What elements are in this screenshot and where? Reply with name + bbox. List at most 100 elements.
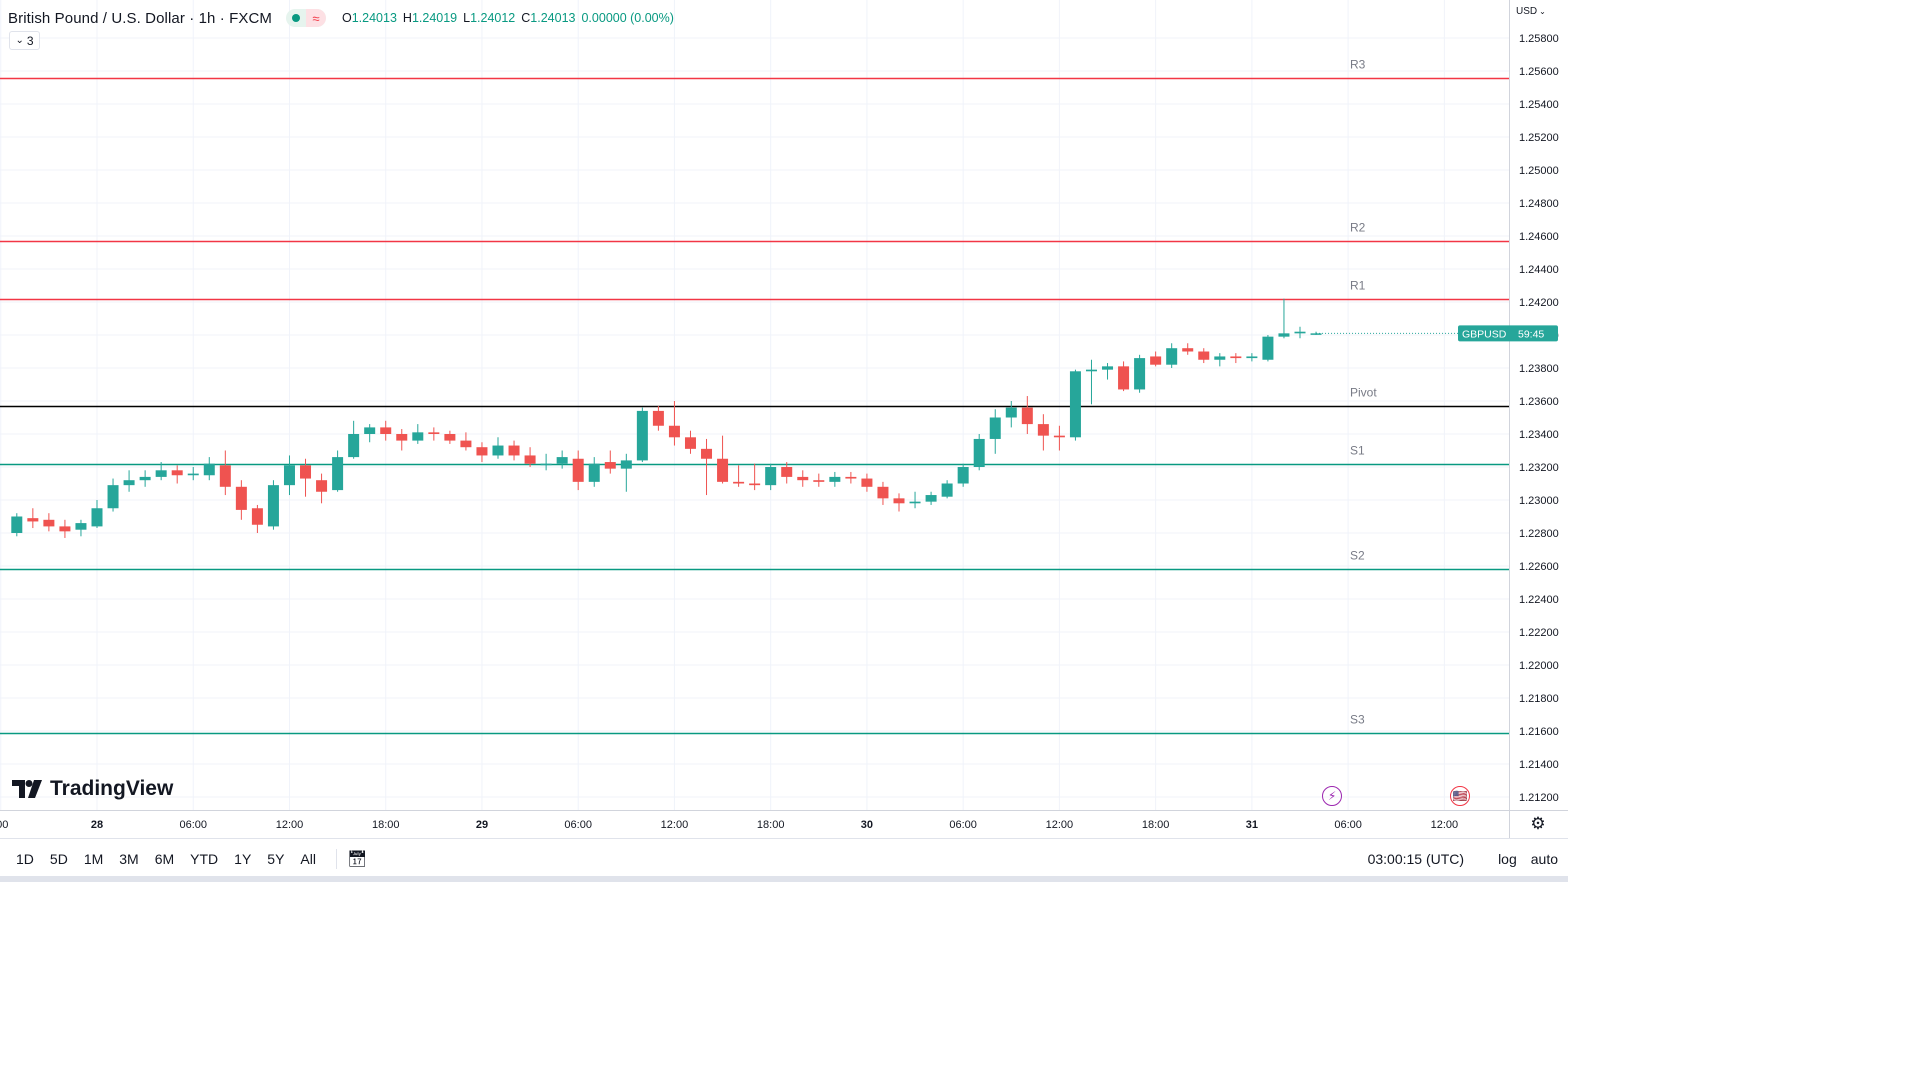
price-tick-label: 1.24400: [1519, 264, 1559, 276]
time-tick-label: 06:00: [949, 819, 977, 831]
candle-body: [556, 457, 568, 464]
candle-body: [668, 425, 680, 438]
level-label-pivot: Pivot: [1350, 386, 1377, 400]
price-label-box: [1458, 325, 1558, 342]
candle-body: [59, 526, 71, 532]
candle-body: [267, 485, 279, 527]
price-tick-label: 1.25400: [1519, 99, 1559, 111]
candle-body: [412, 432, 424, 441]
tradingview-logo-icon: [12, 780, 42, 798]
ohlc-values: O1.24013 H1.24019 L1.24012 C1.24013 0.00…: [341, 11, 674, 25]
candle-body: [1214, 356, 1226, 360]
candle-body: [219, 465, 231, 487]
candle-body: [1246, 356, 1258, 359]
utc-clock[interactable]: 03:00:15 (UTC): [1367, 851, 1465, 867]
logo-text: TradingView: [50, 777, 174, 800]
candle-body: [797, 476, 809, 481]
candle-body: [925, 495, 937, 502]
symbol-title[interactable]: British Pound / U.S. Dollar · 1h · FXCM: [8, 9, 272, 27]
price-tick-label: 1.21200: [1519, 792, 1559, 804]
range-button-ytd[interactable]: YTD: [190, 851, 219, 867]
candle-body: [123, 480, 135, 486]
candle-body: [1198, 351, 1210, 360]
range-button-all[interactable]: All: [300, 851, 316, 867]
candle-body: [476, 447, 488, 456]
candle-body: [1310, 333, 1322, 335]
range-button-6m[interactable]: 6M: [154, 851, 175, 867]
price-tick-label: 1.24800: [1519, 198, 1559, 210]
candle-body: [829, 476, 841, 482]
candle-body: [957, 467, 969, 484]
candle-body: [636, 410, 648, 461]
range-buttons: 1D 5D 1M 3M 6M YTD 1Y 5Y All: [8, 845, 324, 873]
range-button-5y[interactable]: 5Y: [267, 851, 285, 867]
price-tick-label: 1.23200: [1519, 462, 1559, 474]
price-tick-label: 1.21600: [1519, 726, 1559, 738]
range-button-1y[interactable]: 1Y: [234, 851, 252, 867]
candle-body: [1021, 407, 1033, 425]
candle-body: [652, 410, 664, 426]
price-tick-label: 1.21800: [1519, 693, 1559, 705]
chart-legend: British Pound / U.S. Dollar · 1h · FXCM …: [8, 8, 674, 28]
candle-body: [701, 448, 713, 459]
candle-body: [251, 508, 263, 525]
candle-body: [1230, 356, 1242, 359]
candle-body: [235, 486, 247, 510]
candle-body: [139, 476, 151, 481]
candle-body: [316, 480, 328, 492]
low-value: 1.24012: [470, 11, 516, 25]
candle-body: [572, 458, 584, 482]
axes: 1.25800 1.25600 1.25400 1.25200 1.25000 1.248…: [0, 0, 1568, 839]
lightning-icon[interactable]: ⚡: [1322, 786, 1343, 806]
level-label-r3: R3: [1350, 58, 1366, 72]
range-button-1d[interactable]: 1D: [16, 851, 34, 867]
candle-body: [1053, 435, 1065, 438]
tradingview-logo[interactable]: TradingView: [12, 776, 173, 802]
time-tick-label: 29: [476, 819, 488, 831]
candle-body: [332, 457, 344, 491]
time-tick-label: 12:00: [276, 819, 304, 831]
auto-scale-toggle[interactable]: auto: [1530, 851, 1558, 867]
price-tick-label: 1.23600: [1519, 396, 1559, 408]
market-status[interactable]: ≈: [285, 9, 326, 27]
candle-body: [1037, 424, 1049, 436]
candle-body: [1150, 356, 1162, 365]
candle-body: [765, 467, 777, 486]
change-value: 0.00000 (0.00%): [581, 11, 674, 25]
candle-body: [1085, 369, 1097, 372]
price-tick-label: 1.23000: [1519, 495, 1559, 507]
candle-body: [283, 465, 295, 486]
candle-body: [877, 486, 889, 499]
candle-body: [1005, 407, 1017, 418]
log-scale-toggle[interactable]: log: [1498, 851, 1517, 867]
price-tick-label: 1.21400: [1519, 759, 1559, 771]
range-button-3m[interactable]: 3M: [119, 851, 139, 867]
time-tick-label: 31: [1246, 819, 1258, 831]
candle-body: [845, 476, 857, 479]
candle-body: [717, 458, 729, 482]
candle-body: [524, 455, 536, 464]
candle-body: [1134, 358, 1146, 390]
range-button-1m[interactable]: 1M: [83, 851, 104, 867]
candle-body: [203, 463, 215, 476]
date-range-icon[interactable]: 📅︎: [346, 851, 368, 868]
gear-icon[interactable]: ⚙: [1530, 814, 1546, 833]
price-tick-label: 1.25200: [1519, 132, 1559, 144]
candle-body: [492, 445, 504, 456]
candle-body: [813, 480, 825, 482]
currency-selector[interactable]: USD ⌄: [1516, 6, 1546, 17]
indicator-count: 3: [26, 33, 34, 48]
time-tick-label: 12:00: [661, 819, 689, 831]
time-tick-label: 06:00: [179, 819, 207, 831]
candle-body: [620, 460, 632, 469]
candle-body: [508, 445, 520, 456]
candle-body: [364, 427, 376, 434]
price-tick-label: 1.23400: [1519, 429, 1559, 441]
price-tick-label: 1.25000: [1519, 165, 1559, 177]
time-tick-label: 06:00: [1334, 819, 1362, 831]
candle-body: [973, 438, 985, 467]
us-flag-icon[interactable]: 🇺🇸: [1450, 786, 1471, 806]
indicators-toggle-button[interactable]: ⌄ 3: [9, 31, 40, 50]
range-button-5d[interactable]: 5D: [49, 851, 68, 867]
